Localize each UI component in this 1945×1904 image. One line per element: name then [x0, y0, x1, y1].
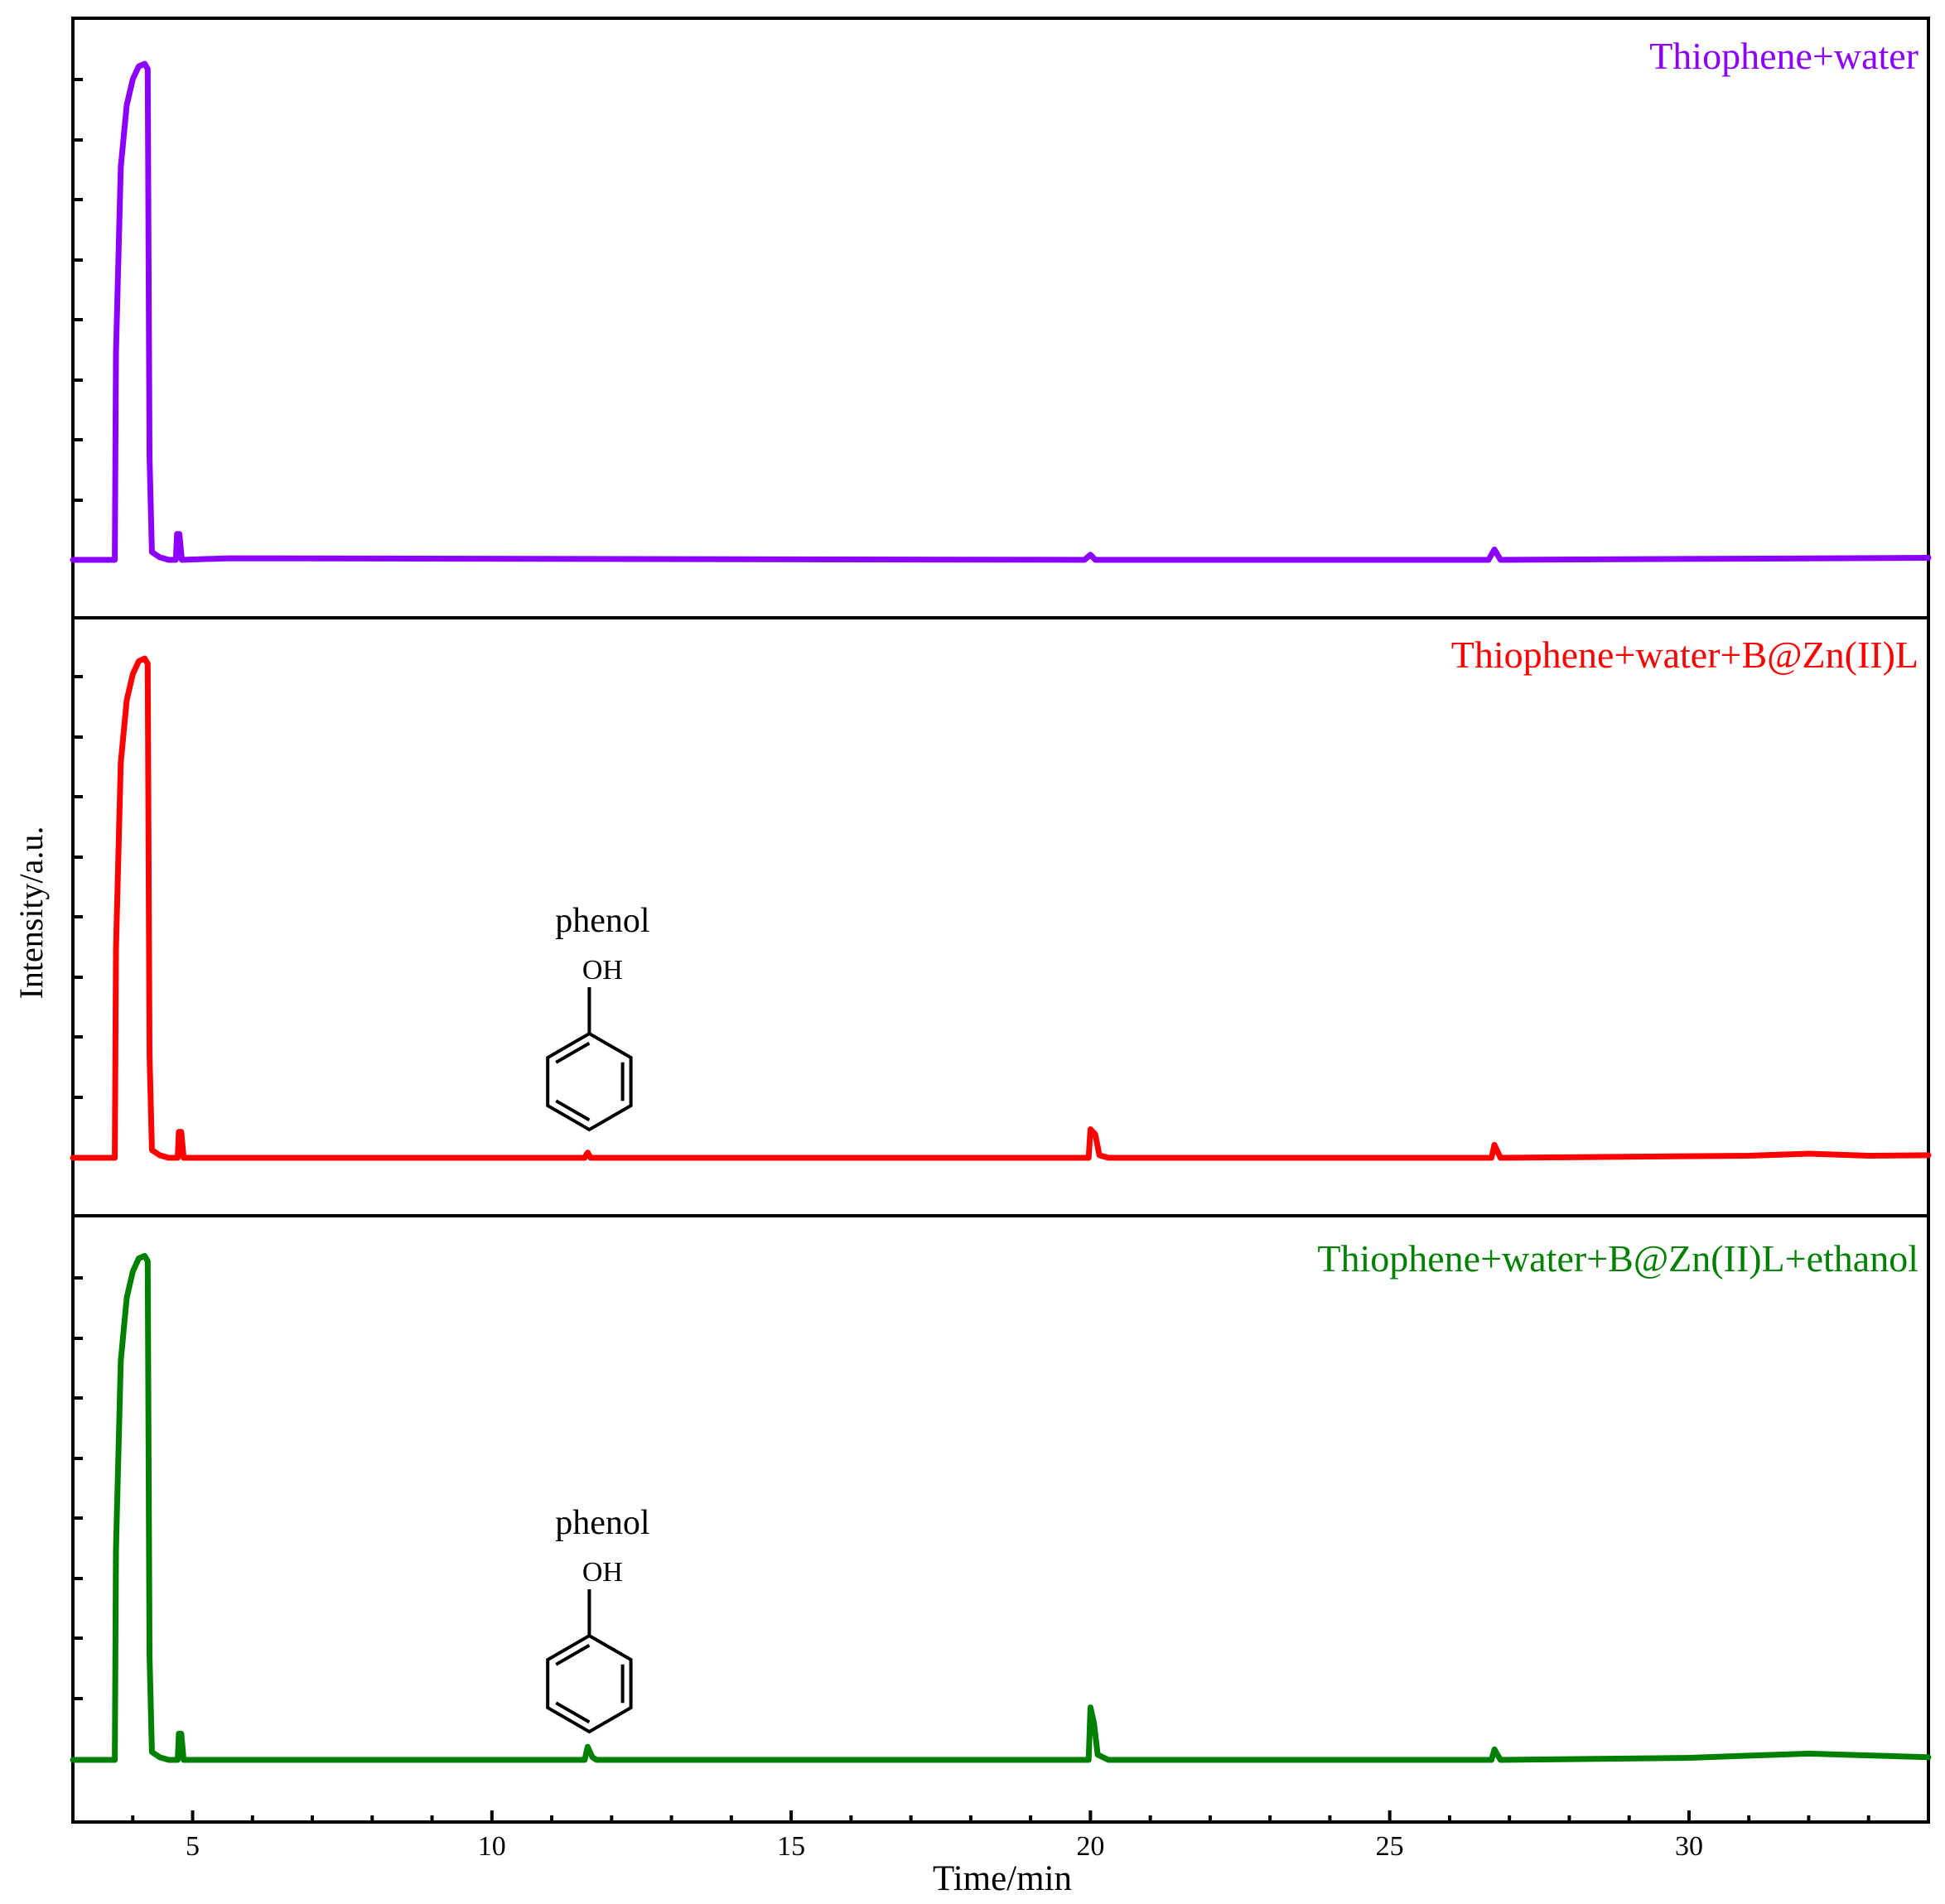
legend-label: Thiophene+water: [1649, 35, 1918, 77]
legend-label: Thiophene+water+B@Zn(II)L+ethanol: [1317, 1237, 1918, 1280]
panel-frame: [71, 17, 1930, 619]
x-tick-label: 20: [1076, 1831, 1104, 1862]
annotation-label: phenol: [555, 902, 649, 940]
benzene-ring: [546, 1633, 633, 1734]
panel-frame: [71, 616, 1930, 1217]
series-line: [70, 60, 1932, 563]
series-line: [70, 655, 1932, 1161]
panels-layer: Thiophene+water Thiophene+water+B@Zn(II)L…: [70, 17, 1932, 1824]
double-bond: [555, 1643, 591, 1666]
benzene-ring: [546, 1031, 633, 1132]
x-tick-label: 5: [186, 1831, 200, 1862]
double-bond: [555, 1041, 591, 1064]
double-bond: [555, 1701, 591, 1724]
annotation-group-label: OH: [582, 1557, 623, 1588]
x-axis-label: Time/min: [933, 1859, 1072, 1898]
annotation-label: phenol: [555, 1504, 649, 1542]
y-axis-label: Intensity/a.u.: [12, 827, 50, 1000]
x-tick-label: 10: [478, 1831, 506, 1862]
x-tick-label: 25: [1376, 1831, 1404, 1862]
annotation-group-label: OH: [582, 955, 623, 986]
panel-frame: [71, 1214, 1930, 1824]
chart-panel: Thiophene+water+B@Zn(II)L+ethanol phenol O…: [70, 1214, 1932, 1824]
series-line: [70, 1252, 1932, 1763]
legend-label: Thiophene+water+B@Zn(II)L: [1451, 634, 1918, 676]
x-tick-label: 30: [1675, 1831, 1703, 1862]
chart-panel: Thiophene+water+B@Zn(II)L phenol OH: [70, 616, 1932, 1217]
x-axis: 5 10 15 20 25 30: [71, 1810, 1930, 1862]
chart-panel: Thiophene+water: [70, 17, 1932, 619]
phenol-annotation: phenol OH: [546, 902, 650, 1132]
double-bond: [555, 1099, 591, 1122]
x-tick-label: 15: [777, 1831, 805, 1862]
phenol-annotation: phenol OH: [546, 1504, 650, 1734]
